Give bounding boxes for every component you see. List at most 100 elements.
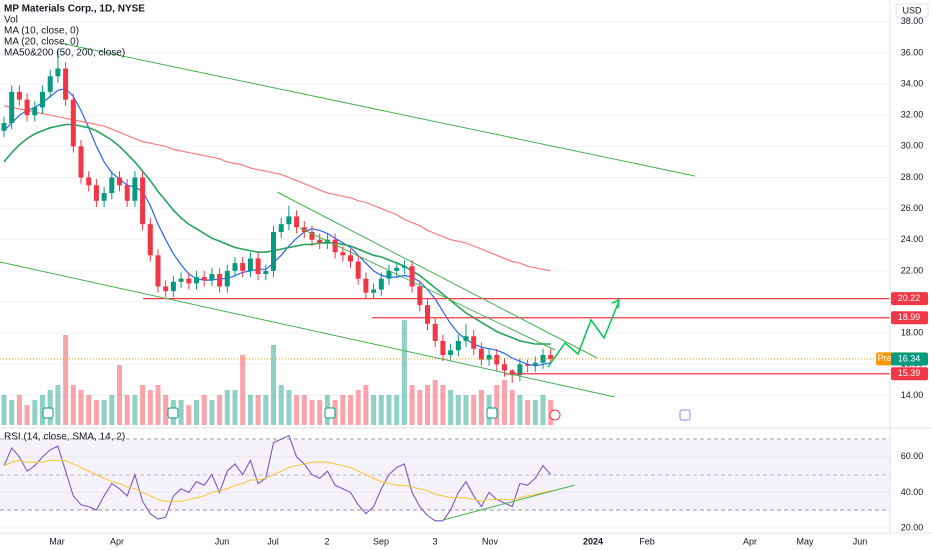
candle-body [201, 277, 207, 281]
volume-bar [201, 395, 207, 425]
volume-bar [525, 400, 531, 425]
volume-bar [78, 390, 84, 425]
candle-body [517, 364, 523, 376]
volume-bar [109, 395, 115, 425]
y-tick-label: 40.00 [901, 487, 924, 497]
y-tick-label: 36.00 [901, 47, 924, 57]
volume-bar [355, 390, 361, 425]
volume-bar [294, 395, 300, 425]
currency: USD [902, 5, 922, 15]
volume-bar [317, 400, 323, 425]
volume-bar [117, 365, 122, 425]
pre-tag-label: Pre [877, 353, 891, 363]
volume-bar [217, 395, 223, 425]
volume-bar [147, 390, 153, 425]
price-tag-label: 20.22 [898, 293, 921, 303]
volume-bar [517, 395, 523, 425]
price-tag-label: 15.39 [898, 368, 921, 378]
candle-body [478, 348, 484, 360]
earnings-icon [324, 407, 336, 419]
volume-bar [532, 400, 538, 425]
candle-body [317, 239, 323, 243]
x-tick-label: Apr [743, 536, 757, 546]
volume-bar [86, 395, 92, 425]
y-tick-label: 24.00 [901, 234, 924, 244]
candle-body [124, 185, 130, 201]
candle-body [471, 336, 477, 349]
volume-bar [540, 395, 546, 425]
volume-bar [271, 345, 276, 425]
candle-body [502, 364, 507, 371]
candle-body [294, 216, 300, 228]
candle-body [101, 193, 107, 201]
candle-body [132, 177, 138, 201]
volume-bar [63, 335, 69, 425]
candle-body [263, 270, 269, 274]
x-tick-label: May [796, 536, 814, 546]
currency-box[interactable] [895, 3, 929, 18]
candle-body [40, 91, 45, 108]
candle-body [217, 273, 223, 287]
x-tick-label: 2 [324, 536, 329, 546]
events [42, 407, 691, 421]
trendline [59, 42, 696, 177]
candle-body [401, 266, 407, 268]
volume-bar [9, 400, 15, 425]
legend-entry: MA (10, close, 0) [4, 26, 79, 37]
volume-bar [440, 385, 446, 425]
volume-bar [163, 395, 169, 425]
price-tag [891, 311, 928, 325]
candle-body [140, 177, 146, 225]
volume-bar [140, 385, 146, 425]
x-tick-label: Jun [215, 536, 230, 546]
volume-bar [224, 390, 230, 425]
candle-body [63, 68, 69, 100]
trendline [276, 191, 598, 359]
earnings-icon [42, 407, 54, 419]
volume-bar [1, 395, 7, 425]
candle-body [386, 270, 392, 279]
candle-body [255, 258, 261, 274]
dividend-icon [549, 409, 561, 421]
candle-body [224, 270, 230, 287]
candle-body [247, 258, 253, 271]
volume-bar [263, 395, 269, 425]
volume-bar [363, 385, 369, 425]
x-tick-label: 3 [432, 536, 437, 546]
candle-body [24, 99, 30, 116]
y-tick-label: 60.00 [901, 451, 924, 461]
candle-body [70, 99, 76, 147]
candle-body [93, 185, 99, 201]
x-tick-label: Jun [853, 536, 868, 546]
candle-body [271, 231, 276, 271]
volume-bar [209, 400, 215, 425]
x-tick-label: Jul [267, 536, 279, 546]
volume-bar [132, 395, 138, 425]
volume-bar [409, 385, 415, 425]
moving-average [3, 105, 551, 272]
price-tag-label: 18.99 [898, 312, 921, 322]
volume-bar [463, 395, 469, 425]
volume-bar [401, 320, 407, 425]
legend-entry: MA (20, close, 0) [4, 37, 79, 48]
candle-body [109, 177, 115, 194]
candle-body [78, 146, 84, 178]
candle-body [9, 91, 15, 123]
candle-body [348, 255, 353, 262]
legend-entry: Vol [4, 15, 18, 26]
candle-body [363, 278, 369, 293]
price-tag [891, 367, 928, 381]
projection-arrow [611, 298, 620, 309]
volume-bar [394, 395, 400, 425]
candle-body [178, 278, 184, 282]
y-tick-label: 34.00 [901, 78, 924, 88]
candle-body [532, 362, 538, 366]
x-tick-label: Apr [110, 536, 124, 546]
volume-bar [16, 395, 22, 425]
candle-body [448, 350, 454, 355]
pre-tag [876, 352, 893, 366]
candle-body [16, 91, 22, 100]
rsi-trendline [442, 484, 576, 521]
volume-bar [386, 395, 392, 425]
